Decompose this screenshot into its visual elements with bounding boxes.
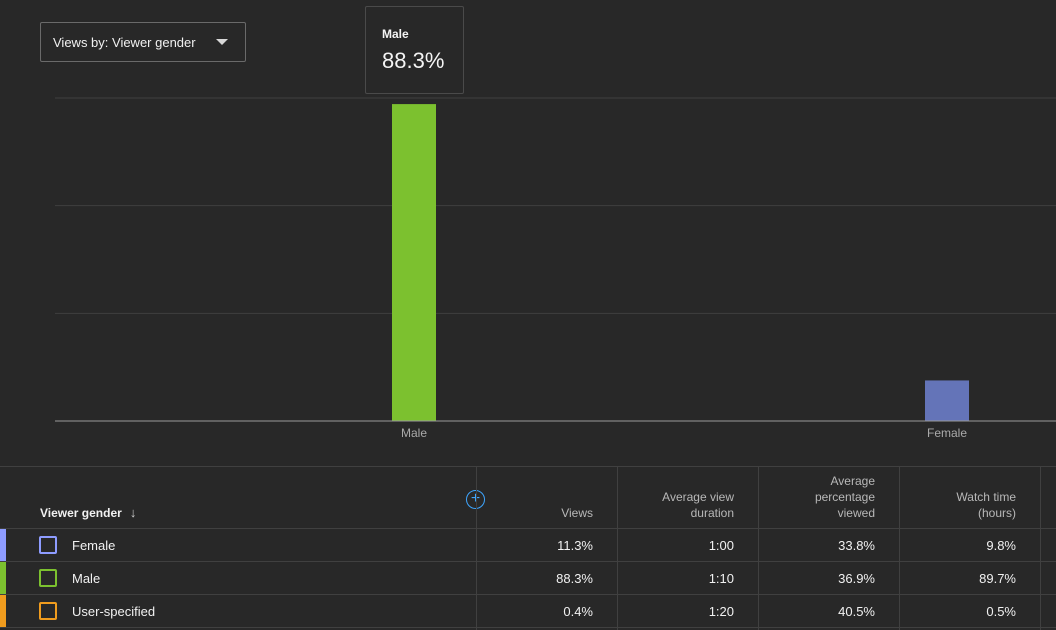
- cell-avg-pct-viewed: 36.9%: [838, 571, 875, 586]
- table-row[interactable]: User-specified 0.4% 1:20 40.5% 0.5%: [0, 595, 1056, 628]
- cell-avg-view-duration: 1:10: [708, 571, 734, 586]
- header-avg-view-duration[interactable]: Average view duration: [662, 490, 734, 520]
- table-header: Viewer gender ↓ + Views Average view dura…: [0, 466, 1056, 529]
- caret-down-icon: [216, 39, 228, 45]
- cell-avg-view-duration: 1:20: [708, 604, 734, 619]
- add-metric-icon[interactable]: +: [466, 490, 485, 509]
- column-divider: [476, 466, 477, 630]
- x-tick-label: Female: [927, 426, 967, 440]
- cell-avg-view-duration: 1:00: [708, 538, 734, 553]
- column-divider: [899, 466, 900, 630]
- header-viewer-gender-label: Viewer gender: [40, 506, 122, 520]
- column-divider: [1040, 466, 1041, 630]
- sort-arrow-down-icon: ↓: [129, 505, 137, 520]
- column-divider: [617, 466, 618, 630]
- table-row[interactable]: Male 88.3% 1:10 36.9% 89.7%: [0, 562, 1056, 595]
- row-checkbox[interactable]: [39, 569, 57, 587]
- row-name: User-specified: [72, 604, 156, 619]
- cell-avg-pct-viewed: 33.8%: [838, 538, 875, 553]
- header-views[interactable]: Views: [561, 506, 593, 520]
- bar-tooltip: Male 88.3%: [365, 6, 464, 94]
- row-checkbox[interactable]: [39, 602, 57, 620]
- row-color-stripe: [0, 562, 6, 594]
- cell-views: 0.4%: [563, 604, 593, 619]
- row-name: Male: [72, 571, 101, 586]
- header-watch-time[interactable]: Watch time (hours): [956, 490, 1016, 520]
- bar-chart: Male Female: [55, 97, 1056, 440]
- views-by-dropdown[interactable]: Views by: Viewer gender: [40, 22, 246, 62]
- header-avg-pct-viewed[interactable]: Average percentage viewed: [814, 474, 875, 520]
- cell-watch-time: 0.5%: [986, 604, 1016, 619]
- tooltip-label: Male: [382, 27, 409, 41]
- cell-avg-pct-viewed: 40.5%: [838, 604, 875, 619]
- cell-watch-time: 89.7%: [979, 571, 1016, 586]
- cell-views: 88.3%: [556, 571, 593, 586]
- row-name: Female: [72, 538, 116, 553]
- bar-male[interactable]: [392, 104, 436, 422]
- row-color-stripe: [0, 595, 6, 627]
- row-checkbox[interactable]: [39, 536, 57, 554]
- bar-female[interactable]: [925, 380, 969, 421]
- header-viewer-gender[interactable]: Viewer gender ↓: [40, 505, 136, 521]
- data-table: Viewer gender ↓ + Views Average view dura…: [0, 466, 1056, 630]
- table-row[interactable]: Female 11.3% 1:00 33.8% 9.8%: [0, 529, 1056, 562]
- tooltip-value: 88.3%: [382, 48, 445, 73]
- row-color-stripe: [0, 529, 6, 561]
- column-divider: [758, 466, 759, 630]
- x-tick-label: Male: [401, 426, 427, 440]
- dropdown-label: Views by: Viewer gender: [53, 34, 196, 50]
- cell-watch-time: 9.8%: [986, 538, 1016, 553]
- cell-views: 11.3%: [557, 538, 593, 553]
